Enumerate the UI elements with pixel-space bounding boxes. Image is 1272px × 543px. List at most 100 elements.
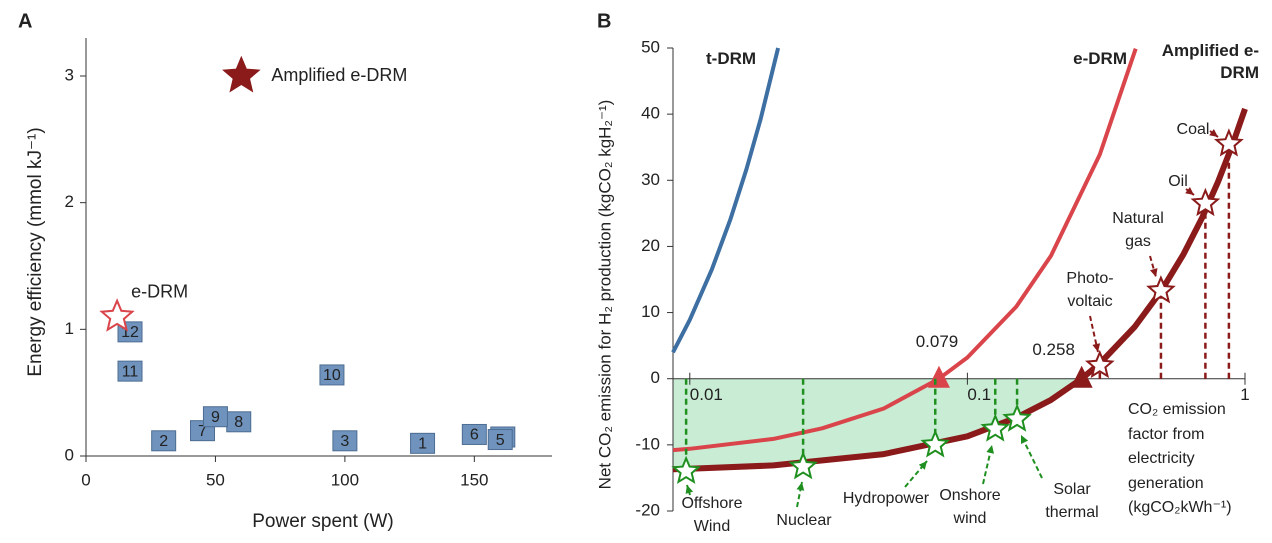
- data-point: [151, 430, 177, 452]
- y-tick-label: 1: [65, 319, 74, 338]
- panel-label: B: [597, 10, 611, 32]
- x-tick-label: 100: [331, 470, 359, 489]
- y-tick-label: -10: [635, 434, 660, 453]
- point-name: Amplified e-DRM: [271, 65, 407, 85]
- source-label-box: Offshore Wind: [681, 495, 743, 535]
- y-tick-label: 0: [65, 445, 74, 464]
- data-point: [487, 429, 513, 451]
- source-label: Photo-voltaic: [1066, 270, 1114, 310]
- y-tick-label: 0: [651, 368, 660, 387]
- y-tick-label: 10: [641, 302, 660, 321]
- data-point: [222, 55, 261, 93]
- point-label: 5: [496, 432, 505, 449]
- data-point: [410, 432, 436, 454]
- zero-crossing: [927, 365, 950, 388]
- arrow-head: [1150, 268, 1158, 277]
- source-label-box: Photo-voltaic: [1066, 270, 1114, 310]
- y-tick-label: -20: [635, 500, 660, 519]
- source-label: Coal: [1176, 121, 1210, 138]
- source-label: Nuclear: [776, 512, 832, 529]
- negative-emission-area: [673, 378, 1082, 470]
- arrow-head: [685, 485, 694, 494]
- source-star: [1085, 349, 1115, 379]
- source-label-box: Solar thermal: [1045, 481, 1099, 521]
- point-label: 1: [418, 436, 427, 453]
- data-point: [319, 364, 345, 386]
- source-label-box: Oil: [1168, 173, 1188, 190]
- x-tick-label: 0: [81, 470, 90, 489]
- data-point: [117, 360, 143, 382]
- source-star: [671, 455, 701, 484]
- x-tick-label: 0.1: [967, 385, 991, 404]
- label-arrow: [1089, 315, 1099, 353]
- source-label: Natural gas: [1112, 210, 1164, 250]
- source-star: [980, 413, 1011, 442]
- source-label-box: Hydropower: [842, 490, 930, 507]
- x-axis-label: Power spent (W): [252, 511, 393, 532]
- source-star: [1146, 275, 1176, 304]
- source-label: Solar thermal: [1045, 481, 1099, 521]
- source-label: Oil: [1168, 173, 1188, 190]
- x-tick-label: 150: [460, 470, 488, 489]
- arrow-head: [1209, 129, 1218, 137]
- crossing-label: 0.258: [1032, 340, 1075, 359]
- point-label: 11: [122, 363, 139, 380]
- y-tick-label: 2: [65, 192, 74, 211]
- series-name-box: Amplified e-DRM: [1161, 41, 1259, 82]
- arrow-head: [1092, 343, 1101, 352]
- source-label-box: Onshore wind: [939, 487, 1001, 527]
- y-tick-label: 40: [641, 104, 660, 123]
- source-label-box: Natural gas: [1112, 210, 1164, 250]
- point-label: 3: [340, 433, 349, 450]
- x-axis-label-box: CO₂ emission factor from electricity gen…: [1128, 401, 1232, 516]
- y-axis-label: Net CO₂ emission for H₂ production (kgCO…: [595, 100, 614, 490]
- point-label: 8: [234, 414, 243, 431]
- data-point: [202, 406, 228, 428]
- x-tick-label: 0.01: [690, 385, 723, 404]
- panel-label: A: [18, 10, 32, 32]
- source-star: [1214, 128, 1244, 157]
- data-point: [332, 430, 358, 452]
- source-label: Offshore Wind: [681, 495, 743, 535]
- source-star: [1002, 403, 1032, 432]
- source-label-box: Nuclear: [776, 512, 832, 529]
- crossing-label: 0.079: [916, 332, 959, 351]
- data-point: [461, 423, 487, 445]
- point-name: e-DRM: [131, 281, 188, 301]
- arrow-head: [918, 461, 927, 470]
- source-label-box: Coal: [1176, 121, 1210, 138]
- source-star: [920, 429, 951, 458]
- arrow-head: [796, 482, 805, 491]
- series-name: e-DRM: [1073, 49, 1127, 68]
- source-star: [1190, 187, 1221, 217]
- point-label: 2: [159, 433, 168, 450]
- y-tick-label: 20: [641, 236, 660, 255]
- arrow-head: [1185, 187, 1194, 195]
- series-line: [671, 47, 781, 354]
- x-tick-label: 50: [206, 470, 225, 489]
- series-name-box: e-DRM: [1073, 49, 1127, 68]
- data-point: [99, 298, 135, 332]
- source-star: [788, 451, 818, 480]
- y-tick-label: 3: [65, 65, 74, 84]
- series-name: Amplified e-DRM: [1161, 41, 1259, 82]
- point-label: 7: [198, 423, 207, 440]
- series-name-box: t-DRM: [706, 49, 757, 68]
- series-name: t-DRM: [706, 49, 757, 68]
- x-axis-label: CO₂ emission factor from electricity gen…: [1128, 401, 1232, 516]
- x-tick-label: 1: [1240, 385, 1249, 404]
- source-label: Hydropower: [842, 490, 930, 507]
- y-tick-label: 50: [641, 37, 660, 56]
- y-axis-label: Energy efficiency (mmol kJ⁻¹): [25, 127, 46, 376]
- arrow-head: [1021, 435, 1029, 444]
- point-label: 10: [323, 367, 341, 384]
- y-tick-label: 30: [641, 170, 660, 189]
- source-label: Onshore wind: [939, 487, 1001, 527]
- zero-crossing: [1070, 365, 1093, 388]
- point-label: 9: [211, 409, 220, 426]
- point-label: 6: [470, 427, 479, 444]
- arrow-head: [986, 445, 994, 454]
- label-arrow: [796, 481, 803, 508]
